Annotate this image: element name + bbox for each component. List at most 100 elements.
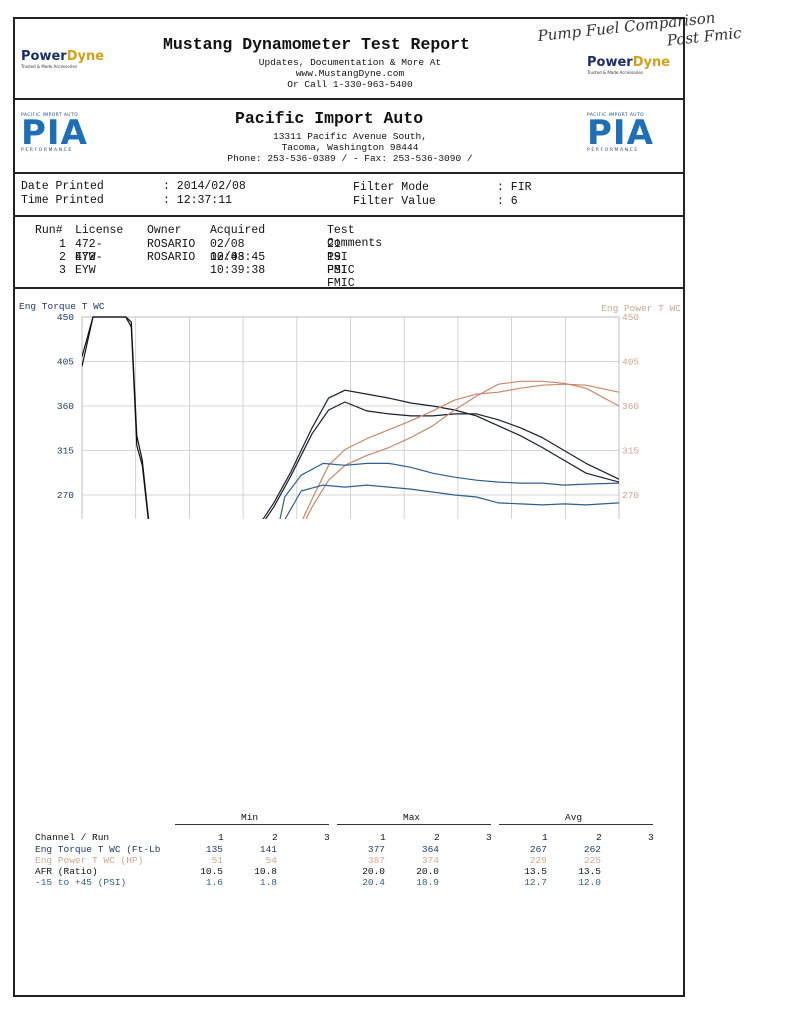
divider-2	[15, 172, 683, 174]
run-comment: 19 PSI FMIC	[327, 251, 355, 290]
stats-rule-min	[175, 824, 329, 825]
y-tick-label-right: 450	[622, 312, 639, 323]
stats-cell-avg: 12.0	[578, 877, 601, 888]
stats-cell-avg: 13.5	[524, 866, 547, 877]
stats-cell-min: 54	[265, 855, 277, 866]
stats-rule-avg	[499, 824, 653, 825]
divider-1	[15, 98, 683, 100]
stats-cell-max: 387	[367, 855, 385, 866]
run-license: 472-EYW	[75, 238, 103, 264]
report-line-3: Or Call 1-330-963-5400	[287, 79, 413, 90]
pia-logo-main-text-right: PIA	[587, 113, 654, 153]
run-number: 3	[59, 264, 66, 277]
shop-address: 13311 Pacific Avenue South, Tacoma, Wash…	[195, 131, 505, 164]
logo-dyne-text-right: Dyne	[632, 55, 671, 70]
stats-cell-max: 374	[421, 855, 439, 866]
stats-cell-avg: 13.5	[578, 866, 601, 877]
report-line-2: www.MustangDyne.com	[295, 68, 405, 79]
run-number: 2	[59, 251, 66, 264]
stats-cell-avg: 12.7	[524, 877, 547, 888]
logo-sub-text-right: Trusted & Made Accessories	[587, 70, 643, 75]
y-tick-label-left: 270	[57, 490, 74, 501]
shop-address-1: 13311 Pacific Avenue South,	[273, 131, 427, 142]
series-line-afr-run2	[82, 316, 150, 519]
pia-logo-left: PACIFIC IMPORT AUTO PIA PERFORMANCE	[21, 113, 116, 153]
stats-row-label: Eng Torque T WC (Ft-Lb	[35, 844, 161, 855]
divider-4	[15, 287, 683, 289]
stats-group-min: Min	[241, 812, 259, 823]
stats-cell-min: 10.8	[254, 866, 277, 877]
shop-address-2: Tacoma, Washington 98444	[281, 142, 419, 153]
stats-cell-avg: 225	[583, 855, 601, 866]
stats-cell-min: 1.6	[205, 877, 223, 888]
stats-row: -15 to +45 (PSI) 1.6 1.8 20.4 18.9 12.7 12.0	[15, 877, 683, 888]
stats-max-run2-header: 2	[434, 832, 440, 843]
run-comment: 21 PSI FMIC	[327, 238, 355, 277]
stats-min-run2-header: 2	[272, 832, 278, 843]
y-tick-label-right: 270	[622, 490, 639, 501]
pia-logo-main-text: PIA	[21, 113, 88, 153]
series-line-torque-run1	[262, 389, 619, 519]
y-tick-label-left: 360	[57, 401, 74, 412]
stats-row: Eng Power T WC (HP) 51 54 387 374 229 225	[15, 855, 683, 866]
pia-logo-right: PACIFIC IMPORT AUTO PIA PERFORMANCE	[587, 113, 682, 153]
stats-cell-max: 20.0	[362, 866, 385, 877]
stats-header-row: Channel / Run 1 2 3 1 2 3 1 2 3	[15, 832, 683, 843]
stats-group-avg: Avg	[565, 812, 583, 823]
runs-header-run: Run#	[35, 224, 63, 237]
stats-cell-max: 20.4	[362, 877, 385, 888]
stats-cell-avg: 267	[529, 844, 547, 855]
divider-3	[15, 215, 683, 217]
pia-logo-bottom-text: PERFORMANCE	[21, 148, 73, 153]
pia-logo-bottom-text-right: PERFORMANCE	[587, 148, 639, 153]
stats-cell-min: 141	[259, 844, 277, 855]
stats-row-label: Eng Power T WC (HP)	[35, 855, 144, 866]
runs-header-owner: Owner	[147, 224, 182, 237]
stats-max-run1-header: 1	[380, 832, 386, 843]
stats-row: AFR (Ratio) 10.5 10.8 20.0 20.0 13.5 13.5	[15, 866, 683, 877]
stats-min-run1-header: 1	[218, 832, 224, 843]
powerdyne-logo-right: PowerDyne Trusted & Made Accessories	[587, 55, 677, 75]
filter-value-value: : 6	[497, 195, 518, 208]
runs-header-acquired: Acquired	[210, 224, 266, 237]
series-line-power-run2	[305, 380, 619, 519]
stats-cell-max: 377	[367, 844, 385, 855]
series-line-boost-run2	[284, 484, 619, 519]
report-frame: PowerDyne Trusted & Made Accessories Pow…	[13, 17, 685, 997]
date-printed-value: : 2014/02/08	[163, 180, 246, 193]
stats-cell-min: 135	[205, 844, 223, 855]
y-tick-label-left: 450	[57, 312, 74, 323]
y-axis-label-right: Eng Power T WC	[601, 303, 681, 314]
series-line-power-run1	[302, 383, 619, 519]
stats-header-label: Channel / Run	[35, 832, 110, 843]
logo-power-text: Power	[21, 49, 67, 64]
report-subtitle: Updates, Documentation & More At www.Mus…	[215, 57, 485, 90]
stats-row: Eng Torque T WC (Ft-Lb 135 141 377 364 267 262	[15, 844, 683, 855]
stats-row-label: -15 to +45 (PSI)	[35, 877, 127, 888]
y-tick-label-left: 405	[57, 357, 74, 368]
stats-row-label: AFR (Ratio)	[35, 866, 98, 877]
y-tick-label-right: 405	[622, 357, 639, 368]
series-line-boost-run1	[279, 462, 619, 519]
time-printed-value: : 12:37:11	[163, 194, 233, 207]
run-acquired: 02/08 10:39:38	[210, 251, 266, 277]
stats-cell-avg: 262	[583, 844, 601, 855]
logo-dyne-text: Dyne	[66, 49, 105, 64]
stats-cell-min: 1.8	[259, 877, 277, 888]
stats-cell-max: 18.9	[416, 877, 439, 888]
filter-mode-value: : FIR	[497, 181, 532, 194]
run-acquired: 02/08 10:43:45	[210, 238, 266, 264]
stats-cell-avg: 229	[529, 855, 547, 866]
y-tick-label-left: 315	[57, 446, 74, 457]
shop-name: Pacific Import Auto	[235, 109, 424, 128]
pia-logo-top-text-right: PACIFIC IMPORT AUTO	[587, 113, 645, 118]
stats-max-run3-header: 3	[486, 832, 492, 843]
time-printed-label: Time Printed	[21, 194, 104, 207]
run-number: 1	[59, 238, 66, 251]
runs-header-comments: Test Comments	[327, 224, 383, 250]
stats-group-max: Max	[403, 812, 421, 823]
logo-power-text-right: Power	[587, 55, 633, 70]
run-owner: ROSARIO	[147, 251, 196, 264]
logo-sub-text: Trusted & Made Accessories	[21, 64, 77, 69]
report-title: Mustang Dynamometer Test Report	[163, 35, 470, 54]
